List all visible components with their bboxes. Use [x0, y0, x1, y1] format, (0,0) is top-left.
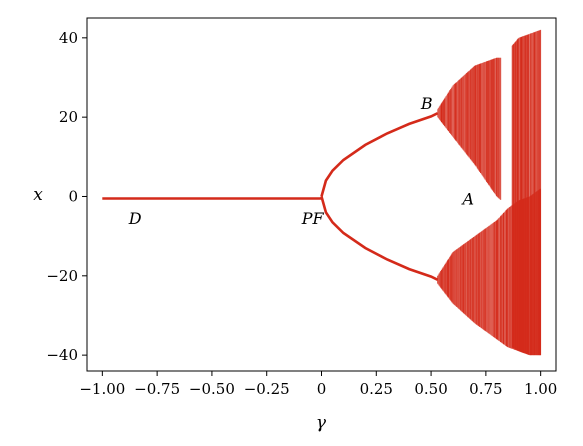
- x-tick-label: 1.00: [524, 380, 557, 398]
- series-3-band: [437, 57, 502, 200]
- y-tick-label: 0: [68, 187, 78, 205]
- y-tick-label: −40: [46, 346, 78, 364]
- series-5-band: [511, 29, 542, 356]
- annotation-d: D: [128, 209, 142, 228]
- y-tick-label: 40: [59, 29, 78, 47]
- x-tick-label: 0.50: [414, 380, 447, 398]
- x-tick-label: −0.50: [189, 380, 235, 398]
- x-axis-ticks: −1.00 −0.75 −0.50 −0.25 0 0.25 0.50 0.75 1.00: [79, 371, 557, 398]
- series-2-line: [320, 196, 439, 281]
- y-tick-label: −20: [46, 267, 78, 285]
- x-tick-label: −0.75: [134, 380, 180, 398]
- x-axis-label: γ: [316, 413, 327, 433]
- y-axis-label: x: [33, 185, 43, 205]
- x-tick-label: 0.25: [360, 380, 393, 398]
- series-1-line: [320, 112, 439, 197]
- annotation-b: B: [420, 94, 433, 113]
- annotation-a: A: [461, 189, 475, 208]
- y-tick-label: 20: [59, 108, 78, 126]
- x-tick-label: −1.00: [79, 380, 125, 398]
- annotation-pf: PF: [301, 209, 325, 228]
- x-tick-label: 0.75: [469, 380, 502, 398]
- y-axis-ticks: −40 −20 0 20 40: [46, 29, 87, 364]
- x-tick-label: 0: [317, 380, 327, 398]
- data-points: [102, 29, 542, 356]
- annotations: D PF B A: [128, 94, 474, 228]
- x-tick-label: −0.25: [244, 380, 290, 398]
